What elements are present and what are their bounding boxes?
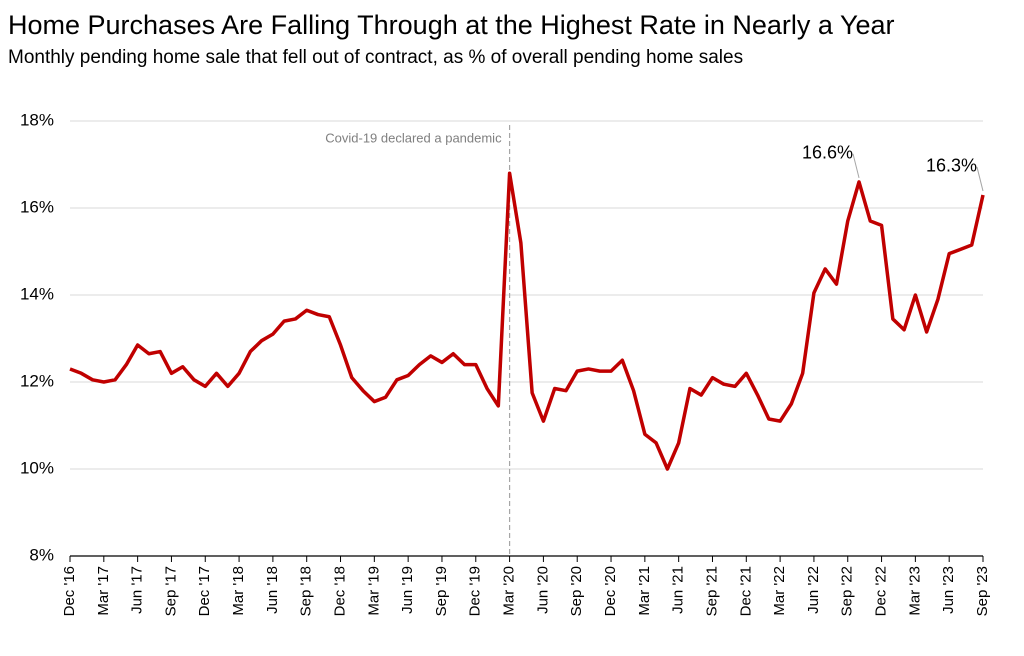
- x-tick-label: Mar '18: [230, 566, 247, 616]
- x-tick-label: Jun '17: [129, 566, 146, 614]
- y-tick-label: 12%: [20, 371, 54, 390]
- x-tick-label: Dec '19: [467, 566, 484, 616]
- label-leader: [852, 153, 860, 179]
- x-tick-label: Jun '18: [264, 566, 281, 614]
- x-tick-label: Sep '19: [433, 566, 450, 616]
- x-tick-label: Mar '20: [501, 566, 518, 616]
- x-tick-label: Jun '19: [399, 566, 416, 614]
- y-tick-label: 10%: [20, 458, 54, 477]
- x-tick-label: Mar '22: [771, 566, 788, 616]
- x-tick-label: Sep '21: [703, 566, 720, 616]
- x-tick-label: Sep '18: [298, 566, 315, 616]
- x-tick-label: Dec '18: [331, 566, 348, 616]
- x-tick-label: Mar '23: [906, 566, 923, 616]
- label-leader: [976, 166, 984, 192]
- chart-title: Home Purchases Are Falling Through at th…: [8, 10, 895, 40]
- data-line: [69, 171, 985, 471]
- x-tick-label: Sep '22: [839, 566, 856, 616]
- x-tick-label: Dec '21: [737, 566, 754, 616]
- x-tick-label: Sep '20: [568, 566, 585, 616]
- x-tick-label: Jun '23: [940, 566, 957, 614]
- x-tick-label: Dec '20: [602, 566, 619, 616]
- y-tick-label: 16%: [20, 197, 54, 216]
- chart-subtitle: Monthly pending home sale that fell out …: [8, 47, 743, 68]
- x-tick-label: Mar '19: [365, 566, 382, 616]
- y-tick-label: 18%: [20, 110, 54, 129]
- x-tick-label: Dec '17: [196, 566, 213, 616]
- x-tick-label: Sep '23: [974, 566, 991, 616]
- x-tick-label: Jun '20: [534, 566, 551, 614]
- data-label: 16.3%: [926, 156, 977, 176]
- y-tick-label: 14%: [20, 284, 54, 303]
- x-tick-label: Jun '22: [805, 566, 822, 614]
- annotation-text: Covid-19 declared a pandemic: [325, 130, 502, 145]
- x-tick-label: Mar '17: [95, 566, 112, 616]
- x-tick-label: Sep '17: [162, 566, 179, 616]
- data-label: 16.6%: [802, 143, 853, 163]
- y-tick-label: 8%: [29, 545, 54, 564]
- x-tick-label: Dec '22: [873, 566, 890, 616]
- x-tick-label: Jun '21: [670, 566, 687, 614]
- x-tick-label: Dec '16: [61, 566, 78, 616]
- x-tick-label: Mar '21: [636, 566, 653, 616]
